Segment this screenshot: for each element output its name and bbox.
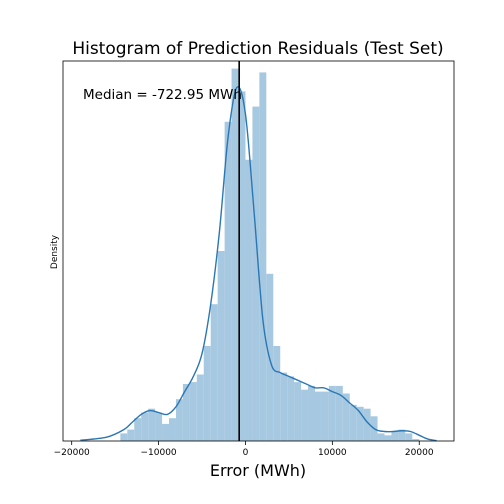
histogram-bar	[231, 68, 239, 441]
histogram-bar	[384, 435, 392, 441]
histogram-bar	[252, 106, 260, 441]
x-axis-ticks: −20000 −10000 0 10000 20000	[54, 441, 434, 458]
histogram-bar	[210, 304, 218, 441]
histogram-bar	[349, 404, 357, 441]
x-tick-label: 10000	[318, 448, 347, 458]
histogram-bar	[335, 385, 343, 441]
histogram-bar	[196, 374, 204, 441]
histogram-bar	[273, 346, 281, 441]
histogram-bar	[169, 418, 176, 441]
histogram-bar	[175, 399, 183, 441]
histogram-bar	[391, 431, 399, 441]
plot-frame	[62, 60, 455, 442]
histogram-bar	[155, 412, 163, 441]
histogram-bar	[280, 372, 288, 441]
histogram-bar	[405, 433, 413, 441]
x-tick-label: 20000	[405, 448, 434, 458]
histogram-bar	[321, 391, 329, 441]
histogram-bar	[120, 433, 128, 441]
histogram-bar	[189, 382, 197, 441]
histogram-bar	[148, 408, 156, 441]
histogram-bar	[141, 412, 149, 441]
histogram-bar	[162, 423, 170, 441]
histogram-bar	[224, 121, 232, 442]
histogram-bar	[134, 418, 142, 441]
histogram-bar	[294, 382, 302, 441]
histogram-bar	[342, 393, 350, 441]
y-axis-label: Density	[50, 234, 60, 269]
histogram-bar	[356, 406, 364, 441]
histogram-bar	[238, 91, 246, 442]
histogram-bar	[328, 385, 336, 441]
histogram-bar	[398, 429, 406, 441]
x-tick-label: −10000	[140, 448, 176, 458]
histogram-bar	[217, 251, 225, 441]
histogram-bar	[301, 389, 309, 441]
chart-title: Histogram of Prediction Residuals (Test …	[72, 39, 443, 59]
histogram-bars	[120, 68, 420, 442]
kde-curve	[80, 86, 437, 442]
histogram-bar	[363, 408, 371, 441]
histogram-bar	[308, 385, 315, 441]
histogram-bar	[314, 391, 322, 441]
histogram-bar	[203, 346, 211, 441]
histogram-bar	[182, 384, 190, 441]
x-axis-label: Error (MWh)	[210, 461, 306, 480]
histogram-bar	[259, 72, 267, 442]
x-tick-label: −20000	[54, 448, 90, 458]
histogram-bar	[245, 159, 253, 442]
median-annotation: Median = -722.95 MWh	[83, 87, 242, 103]
histogram-bar	[127, 429, 135, 441]
x-tick-label: 0	[243, 448, 249, 458]
histogram-bar	[377, 433, 385, 441]
histogram-bar	[287, 376, 295, 441]
histogram-bar	[412, 439, 420, 441]
